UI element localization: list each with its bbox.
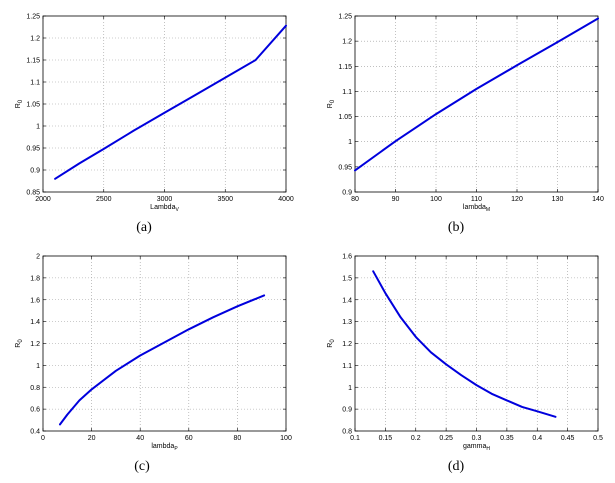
y-tick-label: 0.95 [26, 146, 40, 153]
x-tick-label: 80 [234, 435, 242, 442]
x-axis-label: lambdaM [463, 204, 490, 213]
y-tick-label: 0.8 [30, 385, 40, 392]
y-tick-label: 1 [348, 385, 352, 392]
axes-frame [354, 255, 599, 432]
y-tick-label: 0.6 [30, 407, 40, 414]
y-tick-label: 1.1 [30, 80, 40, 87]
y-tick-label: 1.2 [30, 341, 40, 348]
y-tick-label: 1.25 [338, 14, 352, 21]
x-tick-label: 60 [185, 435, 193, 442]
y-tick-label: 1.2 [30, 36, 40, 43]
subplot-a: 2000 2500 3000 3500 4000 0.85 0.9 0.95 1 1.05 1.1 1… [15, 14, 294, 236]
y-tick-label: 1.6 [342, 254, 352, 261]
x-tick-label: 0.35 [500, 435, 514, 442]
y-tick-label: 0.8 [342, 429, 352, 436]
y-tick-label: 1.5 [342, 275, 352, 282]
y-tick-label: 1.25 [26, 14, 40, 21]
x-tick-label: 0 [41, 435, 45, 442]
y-tick-label: 0.9 [30, 168, 40, 175]
subplot-d: 0.1 0.15 0.2 0.25 0.3 0.35 0.4 0.45 0.5 0.8 0.9 1 1.… [327, 254, 603, 475]
x-tick-label: 0.45 [561, 435, 575, 442]
y-axis-label: R0 [327, 99, 336, 108]
x-tick-label: 0.4 [532, 435, 542, 442]
x-tick-label: 120 [511, 196, 523, 203]
x-tick-label: 3000 [157, 196, 173, 203]
axes-frame [354, 15, 599, 193]
subplot-caption: (d) [448, 459, 465, 474]
x-tick-label: 100 [430, 196, 442, 203]
series-line [54, 24, 287, 180]
y-tick-label: 1.3 [342, 319, 352, 326]
y-tick-label: 1.05 [338, 114, 352, 121]
subplot-c: 0 20 40 60 80 100 0.4 0.6 0.8 1 1.2 1.4 1.6 1.8 2 lambd… [15, 254, 292, 475]
y-tick-label: 1 [36, 363, 40, 370]
y-tick-label: 1 [348, 139, 352, 146]
subplot-caption: (b) [448, 220, 465, 235]
y-tick-label: 1.05 [26, 102, 40, 109]
y-tick-label: 1.6 [30, 297, 40, 304]
series-line [59, 294, 266, 426]
y-axis-label: R0 [327, 339, 336, 348]
subplot-caption: (a) [136, 220, 152, 235]
x-tick-label: 80 [351, 196, 359, 203]
x-tick-label: 2000 [35, 196, 51, 203]
x-tick-label: 140 [592, 196, 604, 203]
y-tick-label: 1.2 [342, 39, 352, 46]
y-tick-label: 1.1 [342, 363, 352, 370]
axes-frame [42, 255, 287, 432]
x-axis-label: lambdaP [151, 443, 178, 452]
y-tick-label: 1.2 [342, 341, 352, 348]
x-tick-label: 130 [552, 196, 564, 203]
x-tick-label: 0.5 [593, 435, 603, 442]
y-tick-label: 0.95 [338, 164, 352, 171]
y-axis-label: R0 [15, 339, 24, 348]
subplot-caption: (c) [134, 459, 150, 474]
x-tick-label: 90 [392, 196, 400, 203]
x-tick-label: 0.1 [350, 435, 360, 442]
y-tick-label: 1.15 [338, 64, 352, 71]
x-tick-label: 110 [471, 196, 482, 203]
y-tick-label: 2 [36, 254, 40, 261]
y-tick-label: 1.15 [26, 58, 40, 65]
series-line [354, 17, 599, 172]
x-tick-label: 100 [280, 435, 292, 442]
x-tick-label: 40 [136, 435, 144, 442]
x-tick-label: 2500 [96, 196, 112, 203]
x-tick-label: 3500 [217, 196, 233, 203]
y-tick-label: 1.1 [342, 89, 352, 96]
x-tick-label: 0.3 [472, 435, 482, 442]
y-tick-label: 1 [36, 124, 40, 131]
x-tick-label: 4000 [278, 196, 294, 203]
y-tick-label: 0.9 [342, 407, 352, 414]
y-tick-label: 0.4 [30, 429, 40, 436]
x-tick-label: 0.15 [379, 435, 393, 442]
series-line [372, 270, 557, 418]
x-tick-label: 0.25 [439, 435, 453, 442]
subplot-b: 80 90 100 110 120 130 140 0.9 0.95 1 1.05 1.1 1.15 1.… [327, 14, 604, 236]
x-axis-label: LambdaV [150, 204, 179, 213]
y-tick-label: 1.8 [30, 275, 40, 282]
y-tick-label: 0.9 [342, 190, 352, 197]
x-tick-label: 0.2 [411, 435, 421, 442]
y-axis-label: R0 [15, 99, 24, 108]
y-tick-label: 1.4 [30, 319, 40, 326]
axes-frame [42, 15, 287, 193]
y-tick-label: 0.85 [26, 190, 40, 197]
y-tick-label: 1.4 [342, 297, 352, 304]
x-axis-label: gammaH [463, 443, 490, 452]
x-tick-label: 20 [88, 435, 96, 442]
